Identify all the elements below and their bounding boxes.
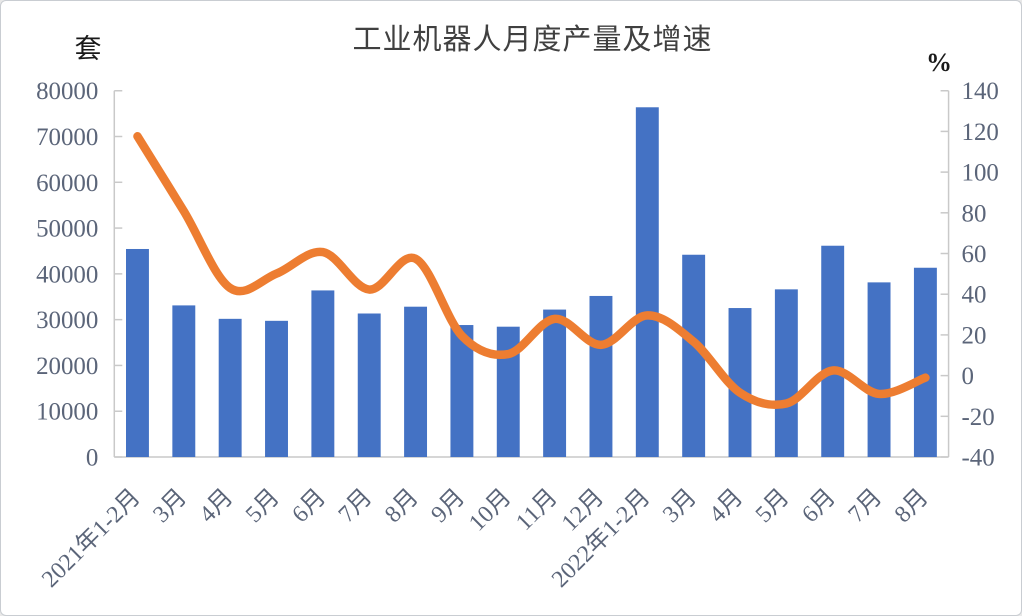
right-axis-tick-label: -40 [962,444,995,471]
production-bar-5月 [265,320,288,458]
chart-title: 工业机器人月度产量及增速 [352,24,713,56]
left-axis-tick-label: 60000 [36,170,98,197]
x-axis-category-label: 4月 [195,484,239,528]
production-bar-8月 [913,267,937,458]
right-axis-tick-label: 100 [962,160,999,187]
production-bar-9月 [450,325,474,458]
production-bar-3月 [172,305,196,458]
x-axis-category-label: 3月 [658,484,702,528]
left-axis-tick-label: 0 [86,444,98,471]
production-bar-6月 [311,290,335,458]
left-axis-tick-label: 70000 [36,124,98,151]
x-axis-category-label: 6月 [287,484,331,528]
x-axis-category-label: 2021年1-2月 [36,484,145,593]
x-axis-category-label: 8月 [890,484,934,528]
right-axis-tick-label: 140 [962,78,999,105]
production-bar-2022年1-2月 [635,107,659,458]
right-axis-tick-label: 60 [962,241,987,268]
production-bar-3月 [682,254,706,458]
x-axis-category-label: 7月 [844,484,888,528]
left-axis-tick-label: 20000 [36,353,98,380]
right-axis-tick-label: 40 [962,282,987,309]
production-bar-8月 [404,306,428,458]
production-bar-10月 [496,326,520,458]
right-axis-tick-label: 0 [962,363,974,390]
right-axis-tick-label: -20 [962,404,995,431]
right-axis-tick-label: 20 [962,322,987,349]
production-bar-11月 [543,309,567,458]
production-bar-4月 [728,308,752,458]
x-axis-category-label: 7月 [334,484,378,528]
x-axis-category-label: 9月 [426,484,470,528]
production-bar-4月 [218,318,242,458]
left-axis-tick-label: 80000 [36,78,98,105]
x-axis-category-label: 5月 [241,484,285,528]
production-bar-7月 [867,282,891,458]
production-bar-7月 [357,313,381,458]
x-axis-category-label: 3月 [148,484,192,528]
x-axis-category-label: 10月 [464,484,516,536]
production-bar-2021年1-2月 [126,248,149,458]
growth-rate-line [133,132,930,410]
left-axis-unit-label: 套 [74,34,102,64]
production-bar-5月 [774,289,798,458]
right-axis-tick-label: 80 [962,200,987,227]
x-axis-category-label: 8月 [380,484,424,528]
x-axis-category-label: 6月 [797,484,841,528]
x-axis-category-label: 11月 [511,484,563,536]
left-axis-tick-label: 30000 [36,307,98,334]
production-bar-6月 [821,245,845,458]
production-bar-12月 [589,295,613,458]
right-axis-unit-label: % [926,48,952,77]
left-axis-tick-label: 40000 [36,261,98,288]
left-axis-tick-label: 10000 [36,399,98,426]
x-axis-category-label: 5月 [751,484,795,528]
left-axis-tick-label: 50000 [36,216,98,243]
x-axis-category-label: 4月 [704,484,748,528]
right-axis-tick-label: 120 [962,119,999,146]
